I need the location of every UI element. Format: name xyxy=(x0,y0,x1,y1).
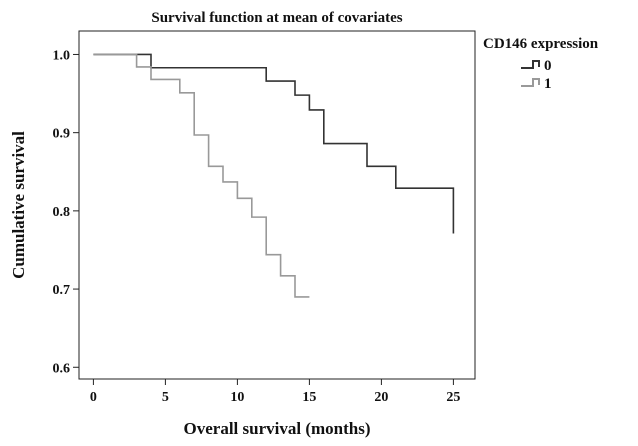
x-axis-label: Overall survival (months) xyxy=(184,419,371,438)
y-tick-label: 0.8 xyxy=(53,205,71,220)
y-axis-label: Cumulative survival xyxy=(9,131,28,279)
x-tick-label: 0 xyxy=(90,390,97,405)
y-tick-label: 1.0 xyxy=(53,48,71,63)
survival-curves xyxy=(93,53,455,298)
legend: CD146 expression 0 1 xyxy=(483,36,599,92)
y-tick-label: 0.6 xyxy=(53,361,71,376)
legend-swatch-1 xyxy=(521,78,540,87)
legend-title: CD146 expression xyxy=(483,36,599,52)
legend-entry-1: 1 xyxy=(544,76,552,92)
x-tick-label: 25 xyxy=(446,390,460,405)
legend-swatch-0 xyxy=(521,60,540,69)
legend-entry-0: 0 xyxy=(544,58,552,74)
axis-ticks: 0 5 10 15 20 25 0.6 0.7 0.8 0.9 1.0 xyxy=(53,48,461,405)
y-tick-label: 0.9 xyxy=(53,127,71,142)
x-tick-label: 5 xyxy=(162,390,169,405)
survival-curve-0 xyxy=(93,53,455,234)
y-tick-label: 0.7 xyxy=(53,283,71,298)
survival-curve-1 xyxy=(93,53,310,298)
chart-title: Survival function at mean of covariates xyxy=(151,10,402,26)
x-tick-label: 10 xyxy=(230,390,244,405)
x-tick-label: 15 xyxy=(302,390,316,405)
plot-area-frame xyxy=(78,30,476,380)
x-tick-label: 20 xyxy=(374,390,388,405)
